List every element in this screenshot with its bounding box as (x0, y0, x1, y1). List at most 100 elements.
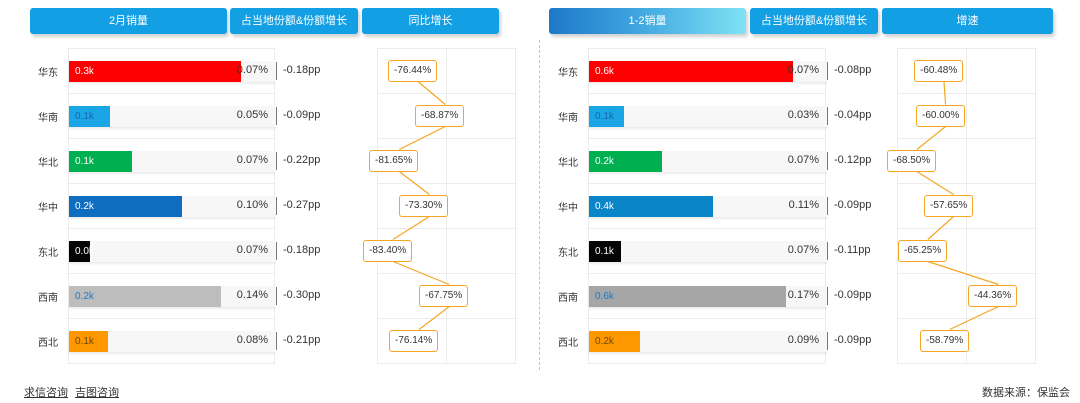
share-growth-value: -0.21pp (283, 333, 321, 346)
growth-connector-segment (949, 305, 999, 331)
header-left-growth: 同比增长 (362, 8, 499, 34)
share-growth-value: -0.09pp (834, 198, 872, 211)
bar-value-label: 0.0k (75, 245, 94, 257)
share-value: 0.05% (236, 108, 268, 121)
header-left-share: 占当地份额&份额增长 (230, 8, 358, 34)
header-left-sales: 2月销量 (30, 8, 227, 34)
growth-connector-segment (927, 260, 999, 286)
gridline (588, 318, 826, 319)
growth-connector-segment (392, 215, 430, 241)
data-source: 数据来源：保监会 (982, 387, 1070, 399)
region-label: 东北 (38, 247, 58, 259)
share-separator (827, 151, 828, 170)
share-value: 0.09% (787, 333, 819, 346)
region-label: 西北 (558, 337, 578, 349)
gridline (377, 138, 516, 139)
bar-value-label: 0.1k (595, 110, 614, 122)
bar-value-label: 0.2k (595, 335, 614, 347)
bar-track: 0.2k (69, 195, 275, 217)
gridline (377, 318, 516, 319)
growth-chip: -58.79% (920, 329, 970, 352)
panel-divider (539, 40, 540, 370)
share-separator (827, 286, 828, 305)
gridline (588, 138, 826, 139)
growth-connector-segment (916, 170, 954, 196)
share-growth-value: -0.12pp (834, 153, 872, 166)
sales-bar: 0.6k (589, 60, 793, 82)
gridline (68, 273, 275, 274)
gridline (377, 273, 516, 274)
growth-connector-segment (927, 216, 954, 240)
growth-connector-segment (398, 171, 430, 195)
bar-track: 0.1k (69, 330, 275, 352)
region-label: 西北 (38, 337, 58, 349)
share-value: 0.07% (236, 243, 268, 256)
growth-chip: -44.36% (968, 284, 1018, 307)
gridline (68, 228, 275, 229)
sales-bar: 0.6k (589, 285, 786, 307)
gridline (588, 183, 826, 184)
share-growth-value: -0.30pp (283, 288, 321, 301)
gridline (68, 318, 275, 319)
share-growth-value: -0.09pp (834, 333, 872, 346)
share-value: 0.07% (787, 243, 819, 256)
gridline (588, 228, 826, 229)
bar-track: 0.3k (69, 60, 275, 82)
region-label: 华北 (38, 157, 58, 169)
share-value: 0.14% (236, 288, 268, 301)
share-separator (827, 331, 828, 350)
gridline (897, 93, 1036, 94)
bar-value-label: 0.4k (595, 200, 614, 212)
share-separator (276, 61, 277, 80)
share-value: 0.07% (787, 153, 819, 166)
gridline (897, 183, 1036, 184)
sales-bar: 0.0k (69, 240, 94, 262)
sales-bar: 0.1k (589, 240, 621, 262)
bar-track: 0.2k (589, 150, 827, 172)
share-separator (276, 196, 277, 215)
bar-track: 0.1k (589, 105, 827, 127)
share-separator (276, 331, 277, 350)
footer-link-qiuxin[interactable]: 求信咨询 (24, 387, 68, 399)
bar-track: 0.1k (69, 150, 275, 172)
bar-track: 0.6k (589, 285, 827, 307)
sales-bar: 0.3k (69, 60, 241, 82)
share-growth-value: -0.22pp (283, 153, 321, 166)
region-label: 华东 (38, 67, 58, 79)
sales-bar: 0.1k (69, 105, 110, 127)
region-label: 华南 (38, 112, 58, 124)
gridline (68, 138, 275, 139)
bar-value-label: 0.2k (595, 155, 614, 167)
header-right-sales: 1-2销量 (549, 8, 746, 34)
share-separator (276, 106, 277, 125)
gridline (897, 138, 1036, 139)
region-label: 华南 (558, 112, 578, 124)
sales-bar: 0.1k (69, 150, 132, 172)
share-separator (827, 196, 828, 215)
share-growth-value: -0.18pp (283, 243, 321, 256)
growth-connector-segment (392, 260, 450, 286)
header-right-growth: 增速 (882, 8, 1053, 34)
sales-bar: 0.1k (589, 105, 624, 127)
share-growth-value: -0.09pp (834, 288, 872, 301)
gridline (377, 228, 516, 229)
growth-chip: -68.87% (415, 104, 465, 127)
share-value: 0.07% (236, 153, 268, 166)
share-growth-value: -0.04pp (834, 108, 872, 121)
growth-chip: -67.75% (419, 284, 469, 307)
share-value: 0.03% (787, 108, 819, 121)
region-label: 华中 (558, 202, 578, 214)
gridline (588, 273, 826, 274)
region-label: 华中 (38, 202, 58, 214)
region-label: 西南 (38, 292, 58, 304)
bar-track: 0.4k (589, 195, 827, 217)
share-value: 0.10% (236, 198, 268, 211)
share-separator (276, 286, 277, 305)
share-separator (827, 106, 828, 125)
footer-link-jitu[interactable]: 吉图咨询 (75, 387, 120, 399)
share-separator (827, 241, 828, 260)
growth-connector-segment (417, 81, 446, 105)
gridline (68, 183, 275, 184)
region-label: 东北 (558, 247, 578, 259)
share-growth-value: -0.09pp (283, 108, 321, 121)
